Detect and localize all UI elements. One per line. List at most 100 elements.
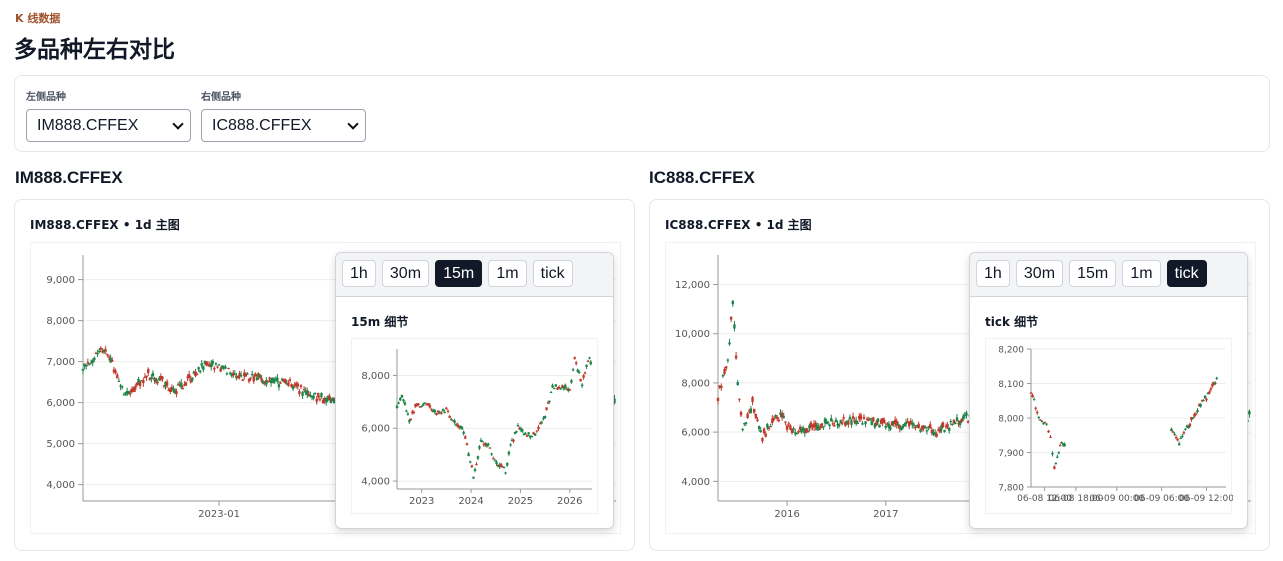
tab-tick[interactable]: tick: [532, 260, 573, 287]
tab-15m[interactable]: 15m: [435, 260, 483, 287]
candle-body: [320, 392, 323, 397]
candle-body: [418, 406, 422, 408]
candle-body: [147, 368, 150, 374]
candle-body: [525, 435, 529, 437]
candle-body: [1034, 407, 1037, 409]
candle-body: [1032, 399, 1036, 401]
candle-body: [946, 424, 949, 427]
candle-body: [329, 398, 333, 404]
candle-body: [947, 427, 951, 431]
candle-body: [919, 429, 922, 432]
tab-1h[interactable]: 1h: [342, 260, 376, 287]
candle-body: [298, 391, 301, 395]
candle-body: [479, 439, 483, 442]
candle-body: [472, 476, 475, 479]
y-tick-label: 8,100: [998, 380, 1024, 390]
symbol-selector-panel: 左侧品种 IM888.CFFEX 右侧品种 IC888.CFFEX: [14, 75, 1270, 152]
candle-body: [858, 415, 861, 420]
candle-body: [301, 391, 304, 396]
candle-body: [524, 433, 527, 435]
tab-1h[interactable]: 1h: [976, 260, 1010, 287]
candle-body: [88, 363, 91, 365]
candle-body: [534, 433, 537, 436]
candle-body: [83, 363, 86, 367]
candle-body: [184, 382, 188, 386]
candle-body: [464, 436, 467, 439]
candle-body: [1215, 377, 1218, 379]
candle-body: [456, 424, 459, 427]
candle-body: [1054, 462, 1058, 465]
right-symbol-select[interactable]: IC888.CFFEX: [201, 109, 366, 142]
candle-body: [1208, 391, 1211, 394]
candle-body: [279, 382, 282, 384]
candle-body: [805, 428, 808, 433]
candle-body: [198, 370, 202, 373]
candle-body: [1039, 419, 1042, 421]
left-detail-chart[interactable]: 4,000 6,000 8,000 2023 2024 2025 2026: [351, 338, 598, 514]
x-tick-label: 2017: [873, 509, 898, 520]
candle-body: [509, 444, 512, 446]
candle-body: [498, 464, 501, 468]
candle-body: [265, 380, 268, 385]
candle-body: [478, 446, 481, 449]
candle-body: [752, 408, 756, 413]
candle-body: [1187, 425, 1190, 429]
candle-body: [907, 422, 911, 427]
candle-body: [106, 354, 109, 356]
candle-body: [834, 419, 838, 423]
candle-body: [502, 467, 506, 469]
candle-body: [91, 360, 94, 363]
candle-body: [266, 380, 270, 383]
candle-body: [170, 387, 174, 391]
candle-body: [194, 371, 197, 377]
candle-body: [127, 391, 130, 395]
candle-body: [438, 412, 441, 414]
candle-body: [769, 426, 772, 428]
candle-body: [324, 397, 328, 403]
candle-body: [328, 395, 331, 400]
left-symbol-select[interactable]: IM888.CFFEX: [26, 109, 191, 142]
candle-body: [789, 425, 792, 430]
candle-body: [228, 372, 232, 375]
candle-body: [963, 414, 966, 417]
candle-body: [225, 373, 229, 375]
candle-body: [718, 385, 721, 388]
right-detail-chart[interactable]: 7,800 7,900 8,000 8,100 8,200 06-08 12:00 06-0…: [985, 338, 1234, 514]
tab-30m[interactable]: 30m: [1015, 260, 1064, 287]
candle-body: [792, 428, 795, 430]
candle-body: [904, 422, 908, 425]
candle-body: [814, 422, 817, 428]
tab-1m[interactable]: 1m: [1122, 260, 1161, 287]
candle-body: [1174, 436, 1178, 439]
candle-body: [441, 408, 445, 411]
candle-body: [276, 377, 279, 382]
candle-body: [749, 408, 753, 414]
candle-body: [826, 422, 830, 424]
candle-body: [1212, 382, 1216, 385]
candle-body: [529, 435, 532, 438]
candle-body: [239, 374, 243, 377]
tab-1m[interactable]: 1m: [488, 260, 527, 287]
candle-body: [940, 425, 943, 431]
candle-body: [315, 398, 318, 402]
tab-tick[interactable]: tick: [1166, 260, 1207, 287]
tab-15m[interactable]: 15m: [1069, 260, 1117, 287]
tab-30m[interactable]: 30m: [381, 260, 430, 287]
candle-body: [554, 384, 557, 387]
candle-body: [116, 374, 119, 379]
candle-body: [930, 429, 934, 434]
right-section-title: IC888.CFFEX: [649, 168, 755, 187]
candle-body: [787, 423, 790, 425]
candle-body: [114, 370, 117, 373]
left-chart-card: IM888.CFFEX • 1d 主图 4,000 5,000 6,000 7,000…: [14, 199, 635, 551]
candlestick-series: [1029, 376, 1218, 470]
candle-body: [94, 352, 98, 355]
candle-body: [1053, 466, 1056, 469]
candle-body: [559, 388, 562, 390]
candle-body: [1060, 442, 1063, 444]
candle-body: [125, 390, 129, 395]
candle-body: [433, 409, 437, 413]
candle-body: [941, 422, 945, 428]
candle-body: [1049, 436, 1052, 438]
candle-body: [284, 379, 287, 383]
